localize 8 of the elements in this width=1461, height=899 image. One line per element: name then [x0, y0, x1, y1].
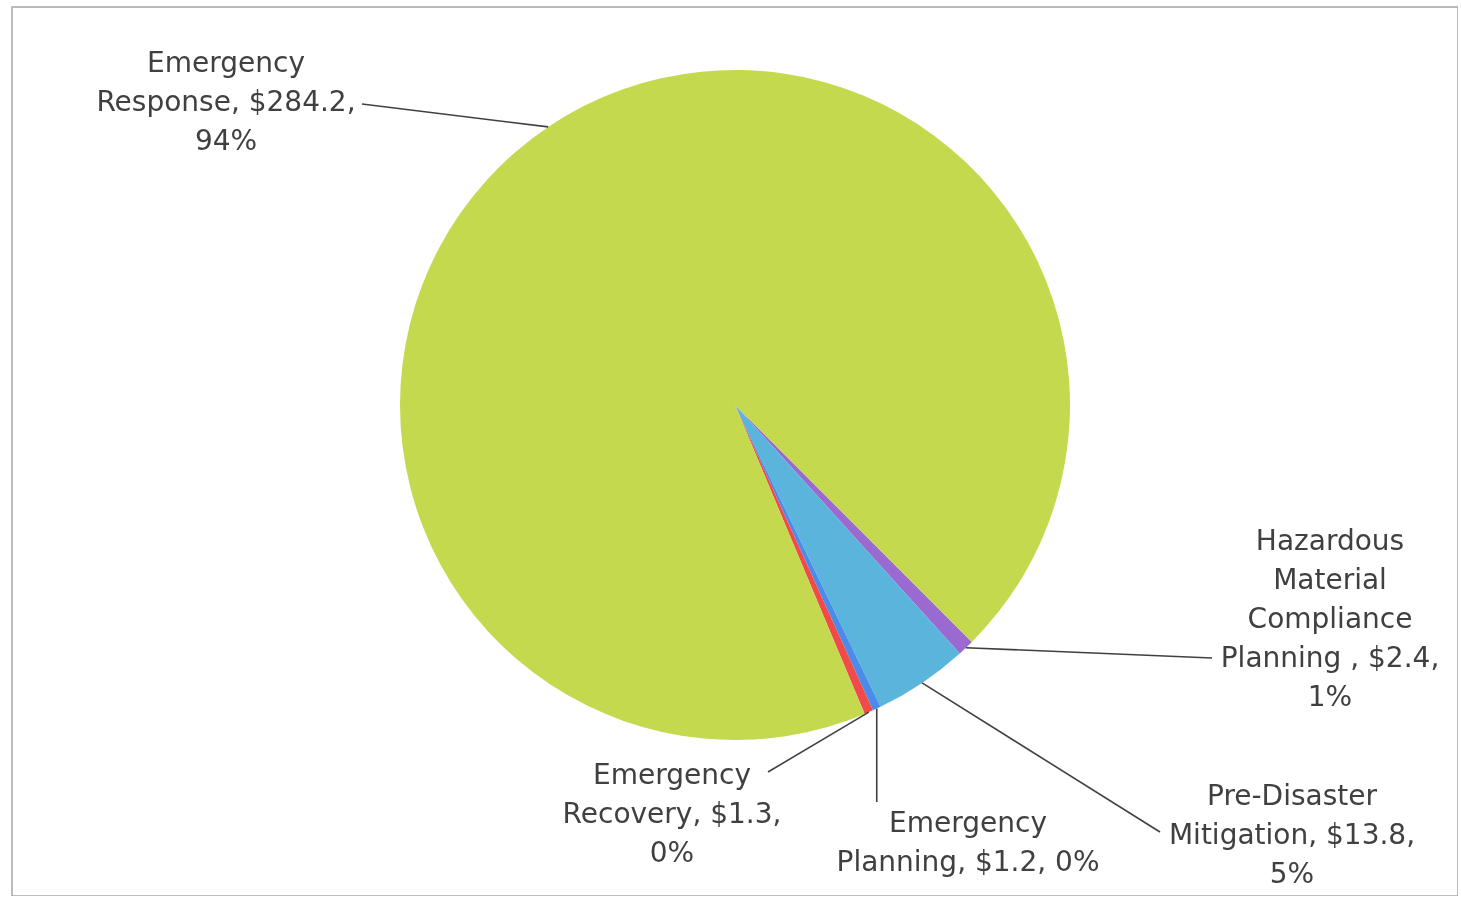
slice-label: Pre-Disaster Mitigation, $13.8, 5% [1168, 779, 1416, 890]
slice-label: Emergency Response, $284.2, 94% [96, 46, 356, 157]
slice-label: Hazardous Material Compliance Planning , $2.4, 1% [1220, 524, 1440, 713]
slice-label: Emergency Planning, $1.2, 0% [836, 806, 1100, 878]
pie-slice [400, 70, 1070, 740]
slice-label: Emergency Recovery, $1.3, 0% [562, 758, 782, 869]
pie-slice [735, 405, 972, 654]
pie-slice [735, 405, 960, 707]
